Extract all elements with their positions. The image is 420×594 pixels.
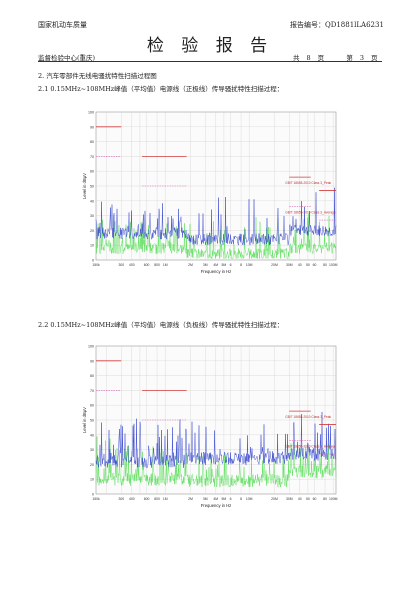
x-tick-label: 5M xyxy=(222,263,227,267)
x-tick-label: 6 xyxy=(230,497,232,501)
total-unit: 页 xyxy=(317,54,325,62)
y-tick-label: 20 xyxy=(90,463,94,467)
x-tick-label: 300 xyxy=(118,263,124,267)
y-axis-label: Level in dBµV xyxy=(82,407,87,433)
average-limit-label: GB/T 18655-2010 Class 3_Average xyxy=(285,445,336,449)
y-tick-label: 90 xyxy=(90,125,94,129)
y-tick-label: 20 xyxy=(90,229,94,233)
peak-trace xyxy=(95,187,337,247)
y-tick-label: 60 xyxy=(90,170,94,174)
y-tick-label: 0 xyxy=(92,259,94,263)
x-tick-label: 8 xyxy=(240,497,242,501)
x-axis-label: Frequency in Hz xyxy=(201,503,232,508)
total-pages: 8 xyxy=(306,54,311,62)
x-tick-label: 10M xyxy=(246,497,253,501)
y-axis-label: Level in dBµV xyxy=(82,173,87,199)
y-tick-label: 70 xyxy=(90,155,94,159)
current-page: 3 xyxy=(359,54,364,62)
y-tick-label: 80 xyxy=(90,140,94,144)
y-tick-label: 30 xyxy=(90,448,94,452)
x-axis-label: Frequency in Hz xyxy=(201,269,232,274)
x-tick-label: 5M xyxy=(222,497,227,501)
y-tick-label: 40 xyxy=(90,199,94,203)
x-tick-label: 600 xyxy=(144,497,150,501)
x-tick-label: 400 xyxy=(129,263,135,267)
x-tick-label: 1M xyxy=(163,497,168,501)
x-tick-label: 60 xyxy=(313,263,317,267)
center-name: 监督检验中心(重庆) xyxy=(38,54,96,62)
y-tick-label: 50 xyxy=(90,185,94,189)
y-tick-label: 30 xyxy=(90,214,94,218)
y-tick-label: 0 xyxy=(92,493,94,497)
x-tick-label: 80 xyxy=(323,263,327,267)
x-tick-label: 800 xyxy=(154,497,160,501)
page-indicator: 共 8 页 第 3 页 xyxy=(293,52,377,62)
y-tick-label: 90 xyxy=(90,359,94,363)
page-title: 检 验 报 告 xyxy=(146,36,274,56)
current-prefix: 第 xyxy=(346,54,353,62)
x-tick-label: 40 xyxy=(298,497,302,501)
x-tick-label: 300 xyxy=(118,497,124,501)
y-tick-label: 70 xyxy=(90,389,94,393)
y-tick-label: 10 xyxy=(90,478,94,482)
x-tick-label: 2M xyxy=(188,497,193,501)
x-tick-label: 150k xyxy=(92,497,100,501)
peak-limit-label: GB/T 18655-2010 Class 3_Peak xyxy=(285,181,331,185)
header-rule xyxy=(38,61,382,62)
report-number: 报告编号：QD1881lLA6231 xyxy=(290,21,384,29)
x-tick-label: 600 xyxy=(144,263,150,267)
x-tick-label: 400 xyxy=(129,497,135,501)
x-tick-label: 30M xyxy=(286,497,293,501)
y-tick-label: 60 xyxy=(90,404,94,408)
x-tick-label: 2M xyxy=(188,263,193,267)
subsection-1-heading: 2.1 0.15MHz~108MHz峰值（平均值）电源线（正极线）传导骚扰特性扫… xyxy=(38,85,284,93)
x-tick-label: 50 xyxy=(306,497,310,501)
y-tick-label: 80 xyxy=(90,374,94,378)
x-tick-label: 100M xyxy=(329,263,338,267)
total-prefix: 共 xyxy=(293,54,300,62)
emi-chart-negative: 0 10 20 30 40 50 60 70 80 90 100 150k 300 400 600 800 1M… xyxy=(82,334,346,514)
current-unit: 页 xyxy=(370,54,378,62)
x-tick-label: 3M xyxy=(203,263,208,267)
x-tick-label: 100M xyxy=(329,497,338,501)
section-heading: 2. 汽车零部件无线电骚扰特性扫描过程图 xyxy=(38,72,157,80)
x-tick-label: 150k xyxy=(92,263,100,267)
x-tick-label: 1M xyxy=(163,263,168,267)
x-tick-label: 4M xyxy=(213,263,218,267)
x-tick-label: 3M xyxy=(203,497,208,501)
x-tick-label: 8 xyxy=(240,263,242,267)
y-tick-label: 10 xyxy=(90,244,94,248)
x-tick-label: 10M xyxy=(246,263,253,267)
x-tick-label: 800 xyxy=(154,263,160,267)
x-tick-label: 20M xyxy=(271,497,278,501)
x-tick-label: 6 xyxy=(230,263,232,267)
y-tick-label: 50 xyxy=(90,419,94,423)
x-tick-label: 20M xyxy=(271,263,278,267)
average-trace xyxy=(95,436,337,488)
average-limit-label: GB/T 18655-2010 Class 3_Average xyxy=(285,211,336,215)
peak-limit-label: GB/T 18655-2010 Class 3_Peak xyxy=(285,415,331,419)
average-trace xyxy=(95,213,337,260)
y-tick-label: 100 xyxy=(88,111,94,115)
y-tick-label: 100 xyxy=(88,345,94,349)
x-tick-label: 60 xyxy=(313,497,317,501)
x-tick-label: 80 xyxy=(323,497,327,501)
y-tick-label: 40 xyxy=(90,433,94,437)
x-tick-label: 30M xyxy=(286,263,293,267)
x-tick-label: 40 xyxy=(298,263,302,267)
emi-chart-positive: 0 10 20 30 40 50 60 70 80 90 100 150k 300 400 600 800 1M… xyxy=(82,100,346,280)
x-tick-label: 4M xyxy=(213,497,218,501)
org-name: 国家机动车质量 xyxy=(38,21,87,29)
subsection-2-heading: 2.2 0.15MHz~108MHz峰值（平均值）电源线（负极线）传导骚扰特性扫… xyxy=(38,321,284,329)
peak-trace xyxy=(95,411,337,469)
x-tick-label: 50 xyxy=(306,263,310,267)
